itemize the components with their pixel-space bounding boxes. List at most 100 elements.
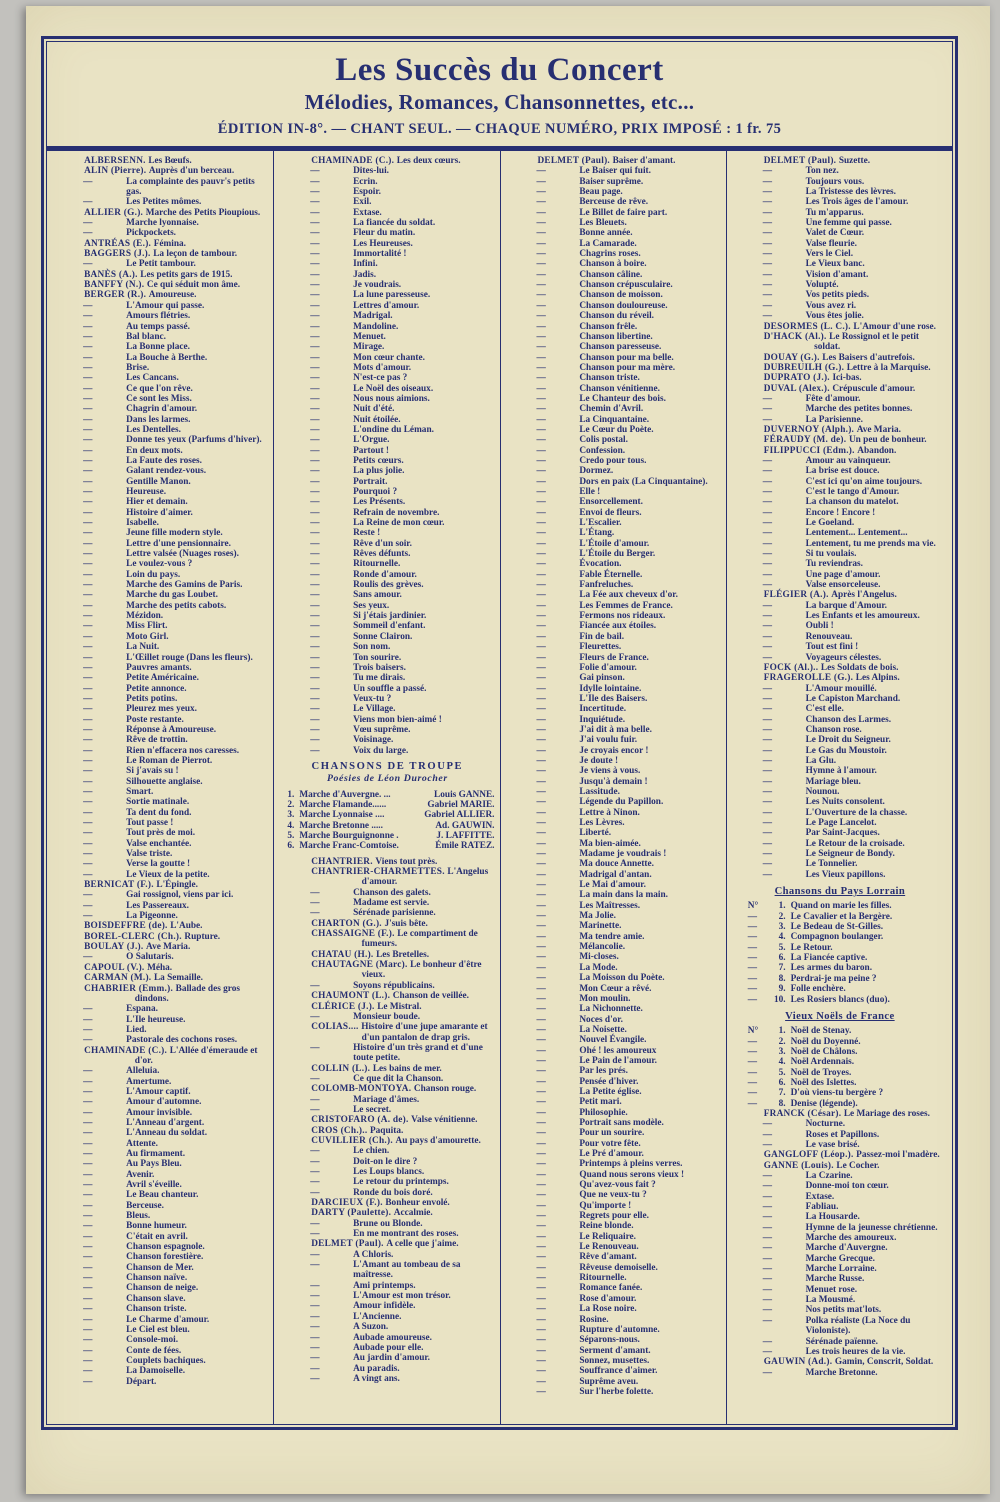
catalog-entry: — Nuit étoilée. bbox=[280, 415, 494, 425]
song-title: Menuet. bbox=[353, 331, 386, 342]
ditto-dash: — bbox=[83, 683, 93, 694]
ditto-dash: — bbox=[310, 1353, 320, 1364]
song-title: Marche des petits cabots. bbox=[126, 600, 227, 611]
ditto-dash: — bbox=[536, 1355, 546, 1366]
catalog-entry: — Nouvel Évangile. bbox=[507, 1035, 721, 1045]
catalog-entry: — Bonne humeur. bbox=[53, 1221, 268, 1231]
ditto-dash: — bbox=[762, 311, 773, 322]
catalog-entry: — Amour invisible. bbox=[53, 1108, 268, 1118]
song-title: Chanson libertine. bbox=[579, 331, 653, 342]
ditto-dash: — bbox=[310, 435, 320, 446]
song-title: Hymne à l'amour. bbox=[805, 766, 877, 777]
ditto-dash: — bbox=[536, 714, 546, 725]
ditto-dash: — bbox=[536, 1180, 546, 1191]
catalog-entry: — La Housarde. bbox=[733, 1212, 947, 1222]
song-title: Fleur du matin. bbox=[353, 228, 416, 239]
song-title: Smart. bbox=[126, 786, 154, 797]
composer-name: COLOMB-MONTOYA. bbox=[311, 1084, 414, 1095]
composer-name: CHATAU (H.). bbox=[311, 949, 377, 960]
ditto-dash: — bbox=[536, 1314, 546, 1325]
catalog-entry: — Jeune fille modern style. bbox=[53, 528, 268, 538]
catalog-entry: CHASSAIGNE (F.). Le compartiment de fume… bbox=[280, 929, 494, 950]
ditto-dash: — bbox=[762, 187, 773, 198]
song-title: Encore ! Encore ! bbox=[805, 507, 876, 518]
catalog-entry: — Chagrin d'amour. bbox=[53, 404, 268, 414]
ditto-dash: — bbox=[310, 1218, 320, 1229]
catalog-entry: DUBREUILH (G.). Lettre à la Marquise. bbox=[733, 363, 947, 373]
song-title: Exil. bbox=[353, 197, 372, 208]
catalog-entry: — Chanson des galets. bbox=[280, 888, 494, 898]
song-title: Chanson pour ma mère. bbox=[579, 362, 676, 373]
entry-number: 3. bbox=[778, 1046, 786, 1057]
catalog-entry: — L'Œillet rouge (Dans les fleurs). bbox=[53, 653, 268, 663]
catalog-entry: — Histoire d'un très grand et d'une toute… bbox=[280, 1043, 494, 1064]
catalog-entry: ALBERSENN. Les Bœufs. bbox=[53, 156, 268, 166]
catalog-entry: — Ronde du bois doré. bbox=[280, 1188, 494, 1198]
ditto-dash: — bbox=[762, 766, 773, 777]
ditto-dash: — bbox=[762, 600, 773, 611]
song-title: Idylle lointaine. bbox=[579, 683, 642, 694]
catalog-entry: — Bal blanc. bbox=[53, 332, 268, 342]
catalog-entry: N° 1. Noël de Stenay. bbox=[733, 1026, 947, 1036]
ditto-dash: — bbox=[83, 1355, 93, 1366]
catalog-entry: — Légende du Papillon. bbox=[507, 797, 721, 807]
catalog-entry: DUVERNOY (Alph.). Ave Maria. bbox=[733, 425, 947, 435]
catalog-entry: — Chanson naïve. bbox=[53, 1273, 268, 1283]
song-title: Le compartiment de fumeurs. bbox=[361, 929, 478, 950]
composer-name: J. LAFFITTE. bbox=[436, 831, 495, 841]
ditto-dash: — bbox=[536, 404, 546, 415]
catalog-entry: — Le Pré d'amour. bbox=[507, 1149, 721, 1159]
catalog-entry: — Le Vieux banc. bbox=[733, 259, 947, 269]
ditto-dash: — bbox=[310, 908, 320, 919]
ditto-dash: — bbox=[310, 1332, 320, 1343]
song-title: Marche Franc-Comtoise. bbox=[299, 841, 399, 852]
catalog-entry: — 2. Le Cavalier et la Bergère. bbox=[733, 912, 947, 922]
catalog-entry: — Doit-on le dire ? bbox=[280, 1157, 494, 1167]
ditto-dash: — bbox=[310, 321, 320, 332]
song-title: Dormez. bbox=[579, 466, 614, 477]
song-title: L'Amour qui passe. bbox=[126, 300, 205, 311]
song-title: L'Épingle. bbox=[156, 880, 198, 891]
catalog-entry: — Ami printemps. bbox=[280, 1281, 494, 1291]
ditto-dash: — bbox=[83, 1117, 93, 1128]
song-title: La Faute des roses. bbox=[126, 455, 202, 466]
catalog-entry: — Marche d'Auvergne. bbox=[733, 1243, 947, 1253]
song-title: Chanson de Mer. bbox=[126, 1262, 194, 1273]
song-title: Bonne année. bbox=[579, 228, 633, 239]
song-title: Suprême aveu. bbox=[579, 1376, 639, 1387]
song-title: Marche Flamande...... bbox=[299, 799, 387, 810]
catalog-entry: — Extase. bbox=[280, 208, 494, 218]
ditto-dash: — bbox=[83, 693, 93, 704]
song-title: La complainte des pauvr's petits gas. bbox=[126, 176, 255, 198]
catalog-entry: BANÈS (A.). Les petits gars de 1915. bbox=[53, 270, 268, 280]
entry-number: 4. bbox=[287, 820, 295, 831]
ditto-dash: — bbox=[83, 911, 93, 922]
catalog-entry: — Pleurez mes yeux. bbox=[53, 704, 268, 714]
song-title: Tu me dirais. bbox=[353, 673, 406, 684]
song-title: Chanson vénitienne. bbox=[579, 383, 660, 394]
catalog-entry: — 4. Compagnon boulanger. bbox=[733, 932, 947, 942]
ditto-dash: — bbox=[747, 973, 758, 984]
catalog-entry: — Chanson pour ma mère. bbox=[507, 363, 721, 373]
composer-name: ALBERSENN. bbox=[84, 156, 149, 166]
composer-name: DUBREUILH (G.). bbox=[763, 362, 847, 373]
ditto-dash: — bbox=[762, 1284, 773, 1295]
song-title: Le Roman de Pierrot. bbox=[126, 755, 213, 766]
song-title: Gai pinson. bbox=[579, 673, 625, 684]
song-title: Avenir. bbox=[126, 1169, 155, 1180]
catalog-entry: — Marche des petits cabots. bbox=[53, 601, 268, 611]
ditto-dash: — bbox=[762, 518, 773, 529]
song-title: Conte de fées. bbox=[126, 1345, 182, 1356]
entry-number: 4. bbox=[778, 1057, 786, 1068]
ditto-dash: — bbox=[310, 383, 320, 394]
ditto-dash: — bbox=[762, 611, 773, 622]
song-title: Tout passe ! bbox=[126, 818, 174, 828]
catalog-entry: — C'est ici qu'on aime toujours. bbox=[733, 477, 947, 487]
ditto-dash: — bbox=[747, 1057, 758, 1068]
song-title: Petits potins. bbox=[126, 693, 178, 704]
catalog-entry: — Ce que l'on rêve. bbox=[53, 384, 268, 394]
ditto-dash: — bbox=[747, 932, 758, 943]
song-title: Chanson des Larmes. bbox=[805, 714, 892, 725]
song-title: Ma bien-aimée. bbox=[579, 838, 641, 849]
ditto-dash: — bbox=[83, 580, 93, 591]
